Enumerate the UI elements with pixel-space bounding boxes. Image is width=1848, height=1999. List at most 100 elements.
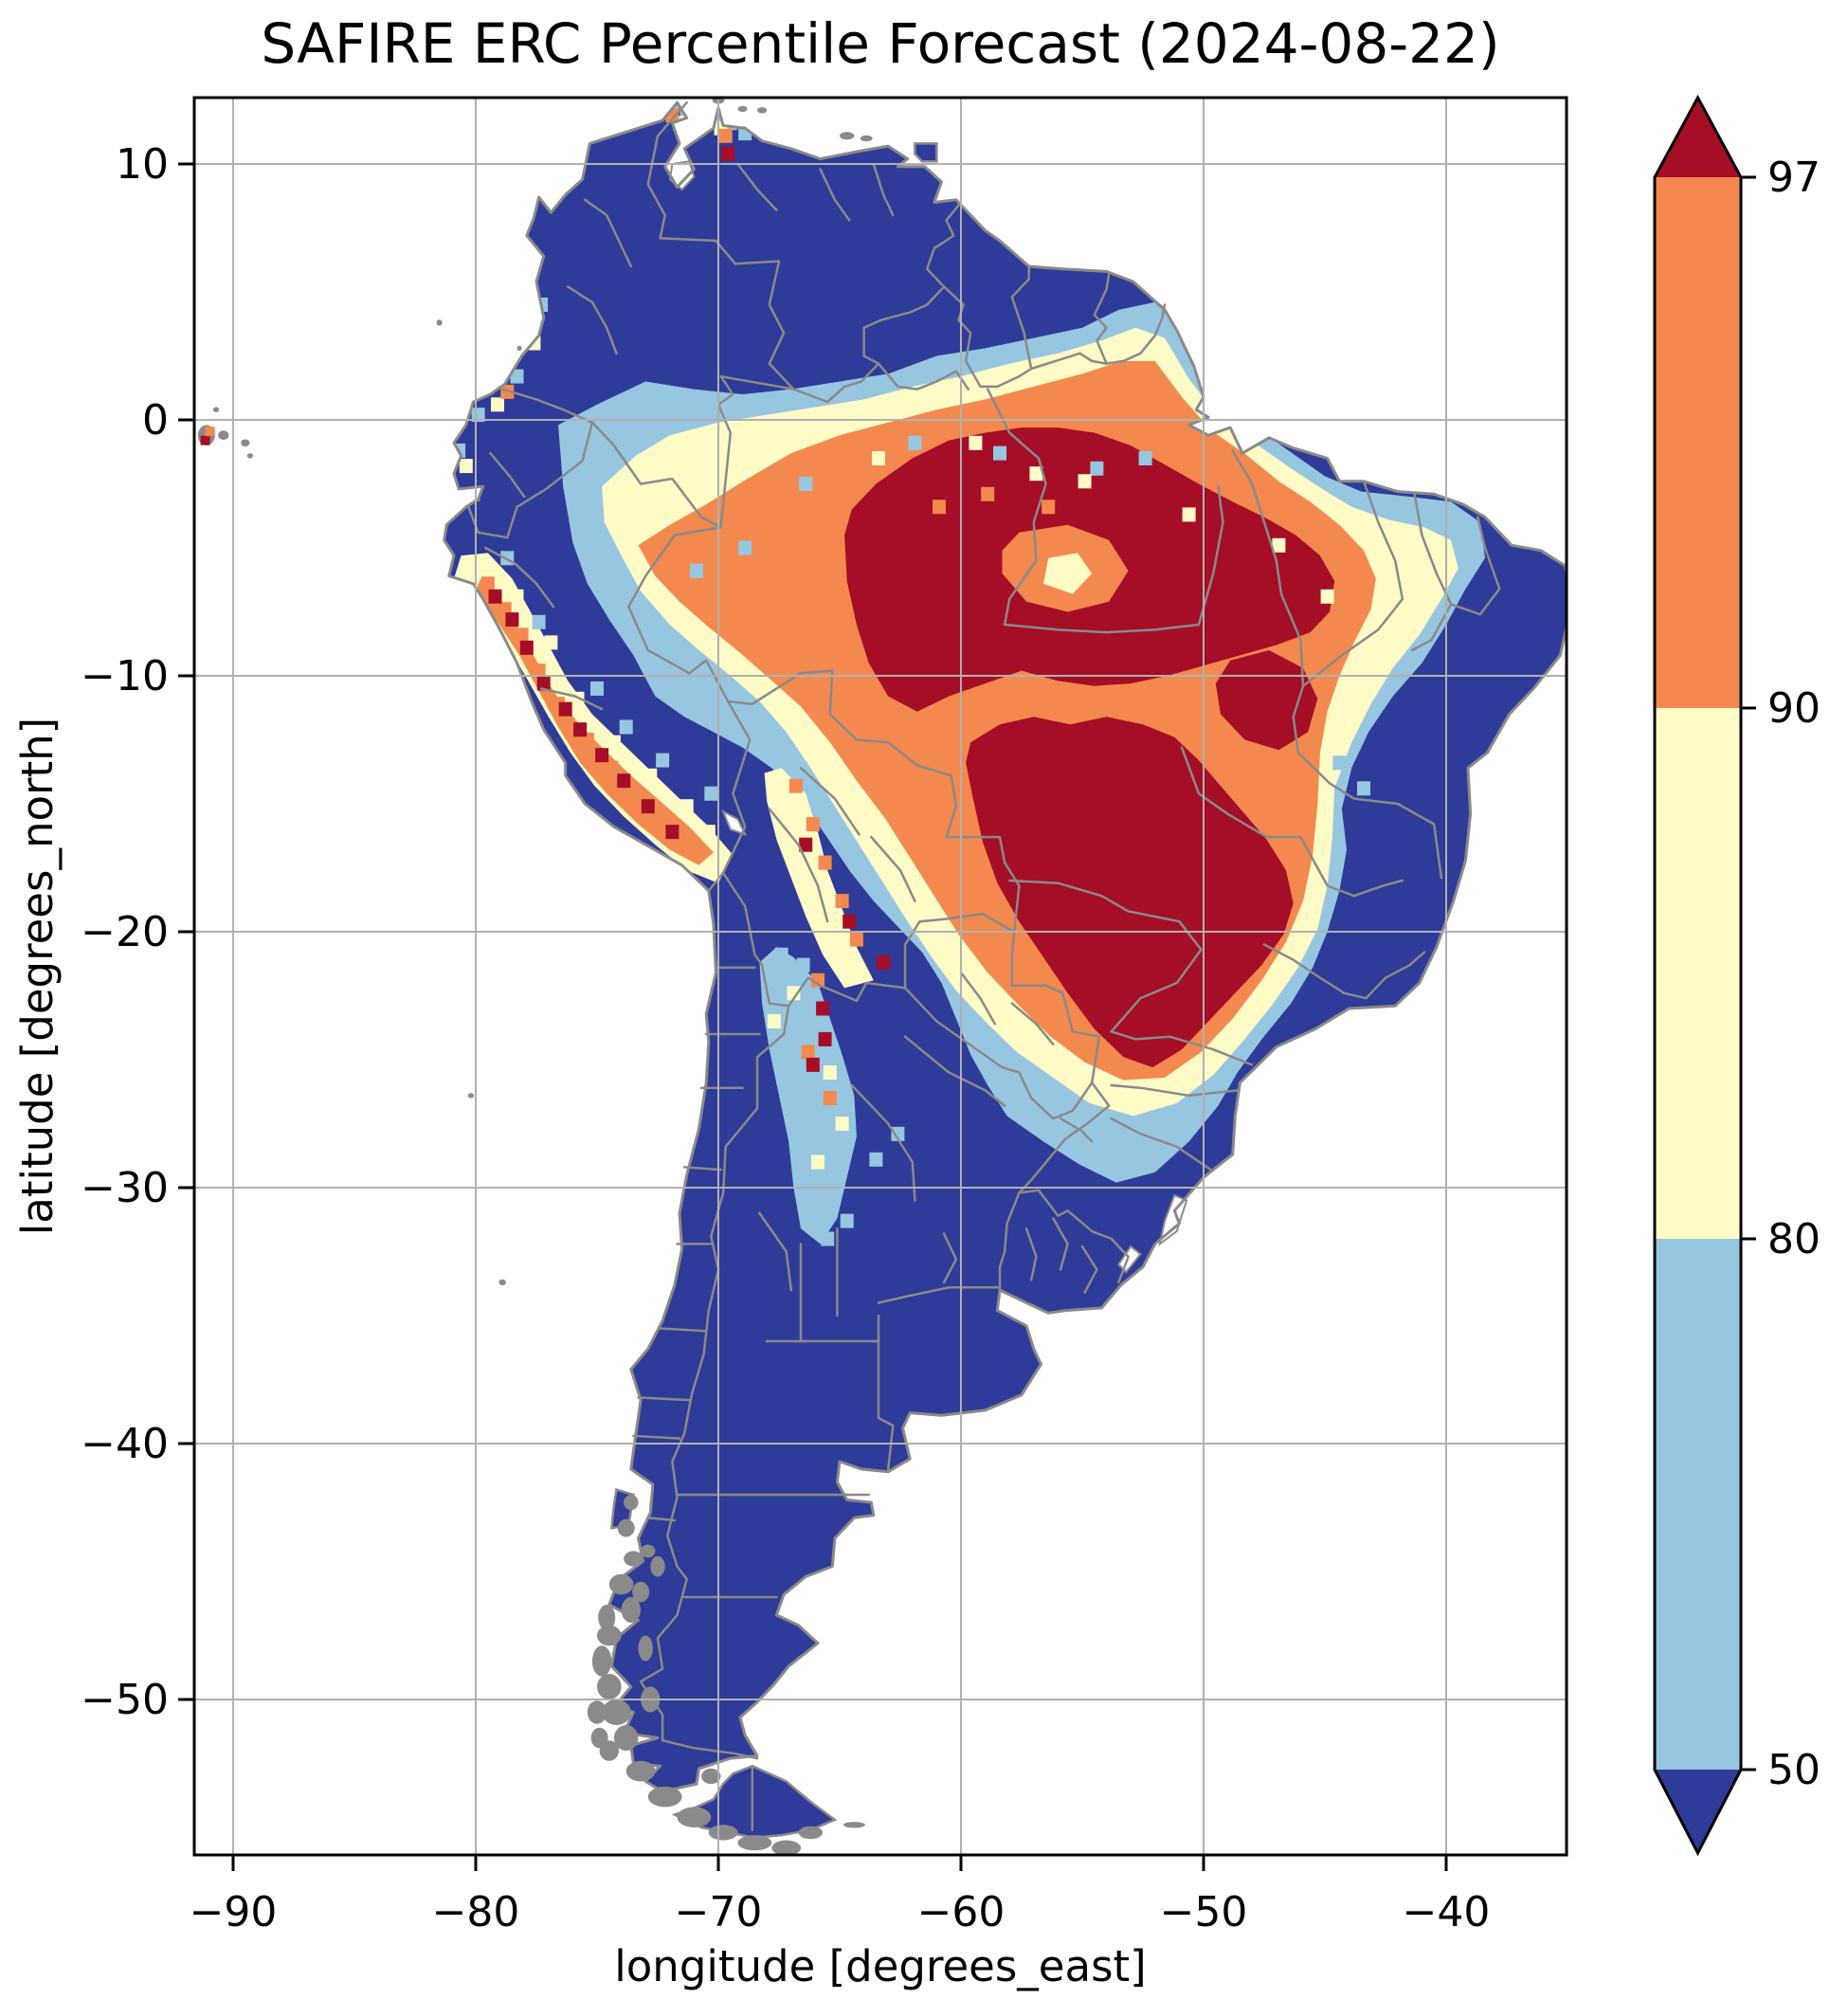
border-line [959,971,997,1026]
border-line [1180,746,1268,839]
region-80_90 [764,768,874,989]
fjord-blob [650,1555,665,1577]
colorbar-tick-label: 90 [1767,684,1821,733]
cell-90_97 [981,486,995,501]
border-line [1003,623,1201,634]
cell-80_90 [643,768,658,783]
x-tick-label: −70 [675,1888,763,1936]
cell-80_90 [607,735,621,750]
border-line [539,687,604,711]
y-tick-label: −20 [81,908,169,956]
border-line [583,198,633,268]
border-line [986,388,1047,627]
border-line [1110,1083,1240,1098]
border-line [998,1191,1021,1292]
border-line [877,1416,895,1471]
galapagos-cell [205,427,215,437]
colorbar-extend-above [1655,98,1741,177]
border-line [1449,516,1501,616]
cell-50_80 [656,753,670,768]
cell-90_97 [835,894,849,909]
cell-above_97 [488,589,502,604]
border-line [903,987,1021,1074]
border-line [736,162,778,211]
border-line [819,168,851,222]
cell-50_80 [796,957,810,972]
region-above_97 [966,717,1294,1068]
cell-above_97 [519,640,534,655]
border-line [1010,1002,1055,1046]
x-tick-label: −40 [1403,1888,1491,1936]
border-line [870,835,916,902]
fjord-blob [613,1725,639,1751]
fjord-blob [624,1551,643,1567]
fjord-blob [587,1700,607,1724]
axes-spines [192,96,1568,1857]
border-line [1110,919,1203,1033]
cell-80_90 [459,459,473,474]
fjord-blob [708,1825,738,1841]
border-line [489,451,526,499]
cell-50_80 [993,445,1006,461]
cell-80_90 [835,1117,849,1131]
border-line [1110,1030,1254,1066]
border-line [646,1517,677,1522]
lake [721,809,748,837]
x-tick-label: −80 [432,1888,520,1936]
cell-above_97 [665,825,679,840]
cell-80_90 [1078,474,1092,489]
x-tick-label: −50 [1160,1888,1248,1936]
border-line [590,421,722,529]
cell-50_80 [590,681,604,696]
y-tick-label: 10 [116,140,169,189]
border-line [877,1286,1002,1304]
cell-90_97 [788,778,803,793]
border-line [1059,1117,1094,1143]
cell-above_97 [558,701,572,717]
cell-50_80 [869,1152,883,1167]
fjord-blob [597,1625,622,1646]
border-line [1018,1189,1130,1284]
cell-above_97 [641,799,655,814]
cell-50_80 [1357,781,1370,796]
cell-80_90 [787,986,801,1001]
cell-50_80 [532,614,546,629]
islet [213,407,220,412]
x-axis-label: longitude [degrees_east] [614,1941,1146,1991]
cell-90_97 [653,811,667,827]
axes-frame [192,96,1568,1857]
cell-50_80 [840,1213,854,1228]
cell-above_97 [806,1057,820,1072]
cell-50_80 [1090,461,1104,476]
cell-80_90 [767,1014,781,1028]
cell-90_97 [811,972,824,988]
border-line [925,201,963,288]
fjord-blob [701,1768,721,1785]
fjord-blob [624,1495,639,1511]
border-line [850,1083,916,1202]
cell-90_97 [515,627,529,643]
border-line [1410,493,1453,652]
cell-90_97 [1042,500,1056,515]
border-line [1093,272,1111,365]
cell-90_97 [849,932,863,947]
cell-above_97 [842,914,857,929]
fjord-blob [647,1786,682,1808]
fjord-blob [677,1807,712,1827]
fjord-blob [602,1699,631,1725]
cell-80_90 [1320,589,1334,604]
border-line [627,526,730,703]
border-line [646,100,795,391]
border-line [1018,1081,1111,1194]
cell-50_80 [690,563,703,578]
cell-90_97 [801,1045,815,1060]
cell-80_90 [969,435,983,450]
border-line [721,871,790,1008]
border-line [1231,449,1305,688]
tick-marks-and-labels: −90 −80 −70 −60 −50 −40 10 0 −10 −20 −30 −40 −50 [81,140,1490,1936]
cell-90_97 [933,500,946,515]
cell-above_97 [799,837,813,852]
cell-80_90 [872,451,885,465]
border-line [758,1211,793,1292]
